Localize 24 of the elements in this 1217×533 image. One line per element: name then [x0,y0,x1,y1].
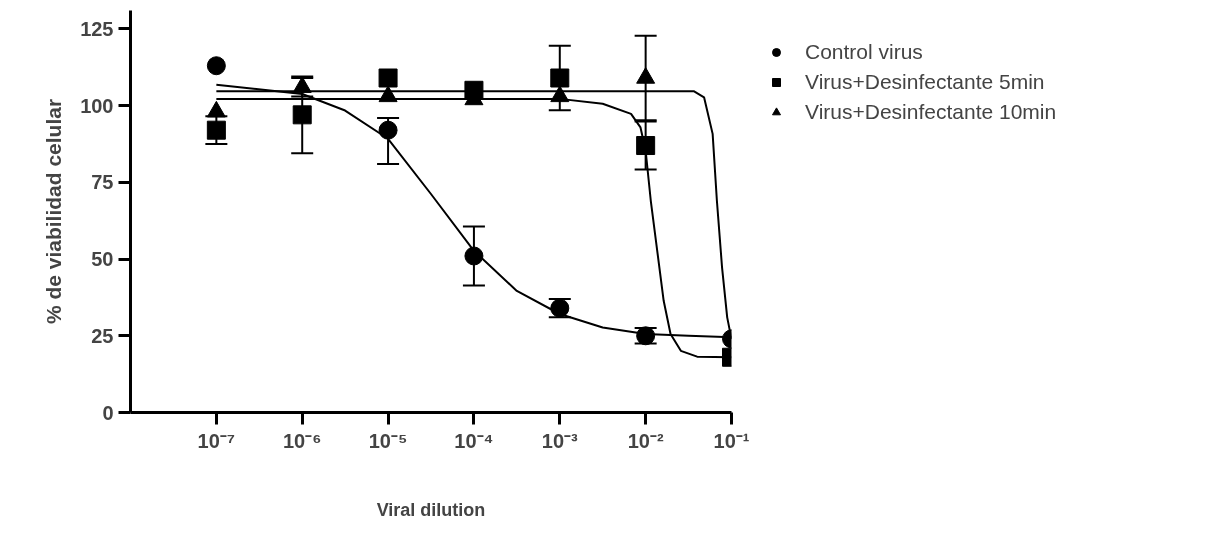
y-axis-title: % de viabilidad celular [42,98,66,325]
legend-label: Control virus [805,40,923,64]
legend-label: Virus+Desinfectante 10min [805,100,1057,124]
point [292,105,312,125]
y-tick-label: 75 [91,171,114,194]
point [206,56,226,76]
x-axis-title: Viral dilution [376,499,486,520]
legend-label: Virus+Desinfectante 5min [805,70,1045,94]
point [378,68,398,88]
x-tick-label: 10⁻³ [541,429,579,452]
point [550,68,570,88]
y-tick-label: 50 [91,248,114,271]
y-tick-label: 25 [91,324,114,347]
y-tick-label: 125 [80,17,114,40]
point [206,120,226,140]
x-tick-label: 10⁻² [627,429,664,452]
x-tick-label: 10⁻⁷ [197,429,236,452]
x-tick-label: 10⁻⁶ [282,429,322,452]
x-tick-label: 10⁻⁴ [454,429,494,452]
x-tick-label: 10⁻⁵ [368,429,408,452]
y-tick-label: 0 [102,401,114,424]
point [378,120,398,140]
y-tick-label: 100 [80,94,114,117]
x-tick-label: 10⁻¹ [713,429,750,452]
